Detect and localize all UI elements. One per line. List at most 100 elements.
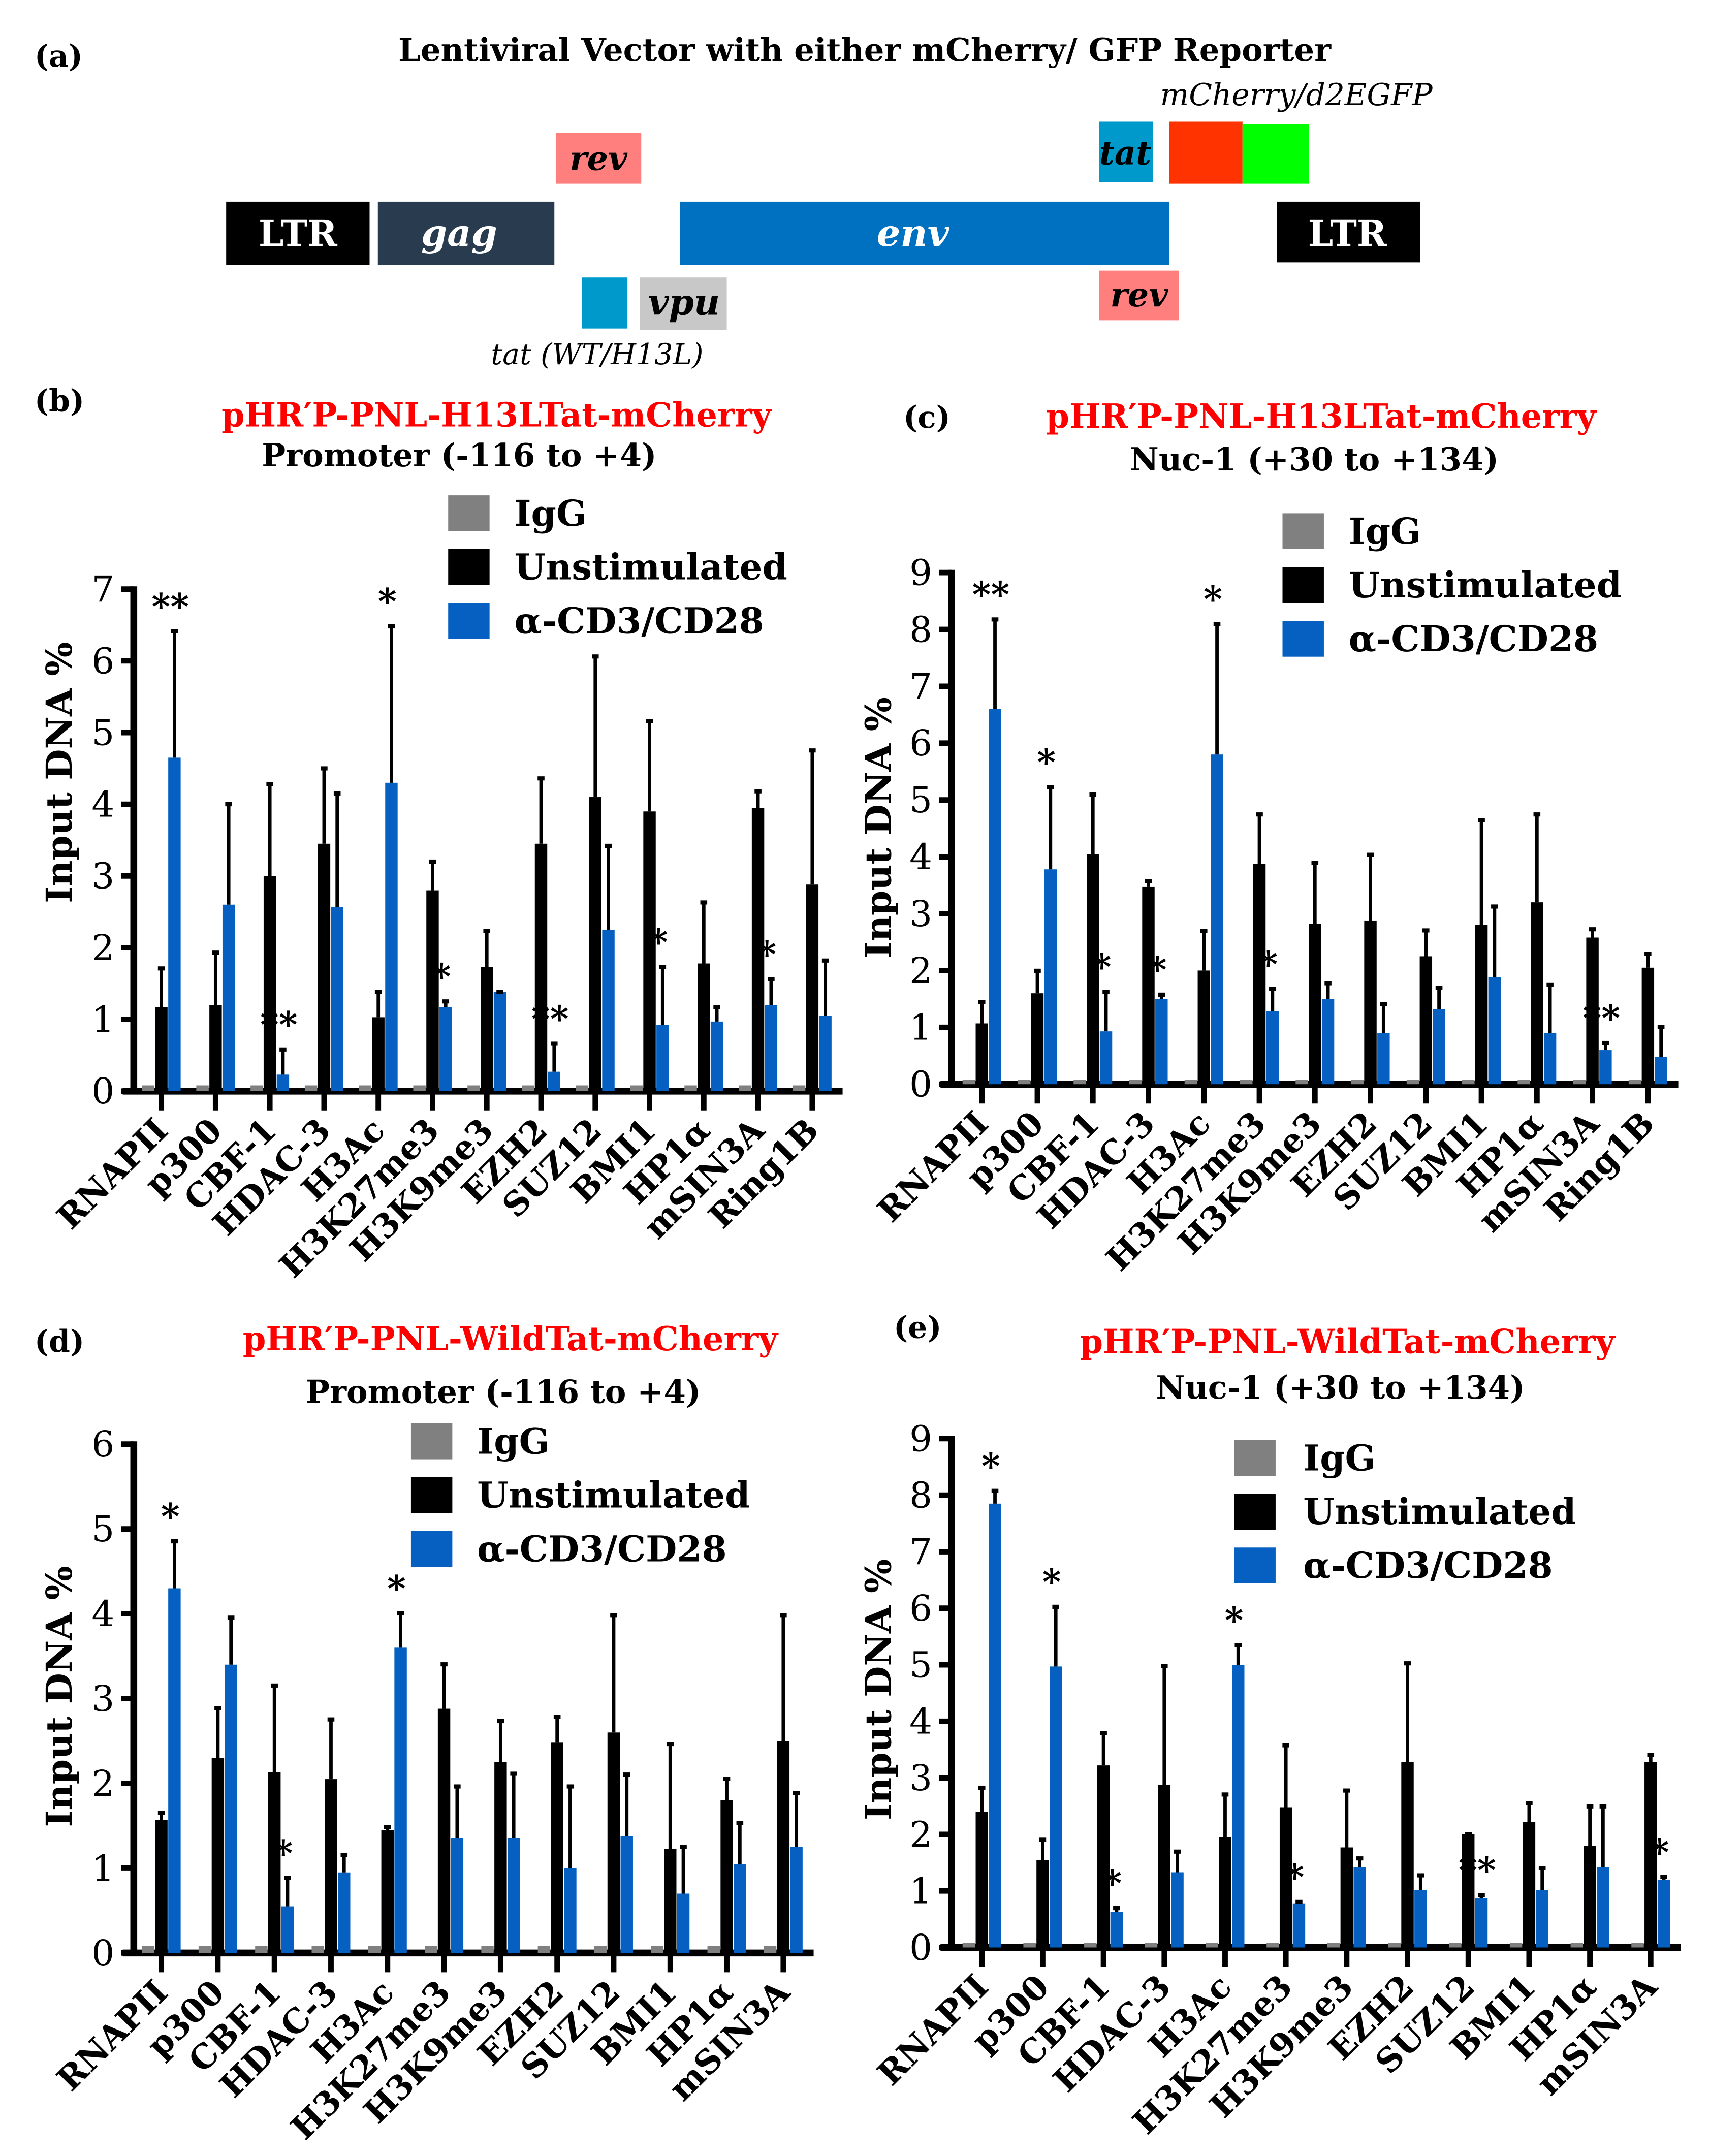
y-tick-label: 9 <box>909 1417 932 1460</box>
bar-unstimulated <box>1462 1834 1475 1948</box>
bar-unstimulated <box>1586 937 1599 1085</box>
rev-top-block <box>555 133 642 184</box>
bar--cd3-cd28 <box>1377 1033 1390 1085</box>
y-tick-label: 4 <box>909 1700 932 1742</box>
bar-unstimulated <box>426 890 439 1091</box>
significance-marker: ** <box>1582 997 1620 1039</box>
gag-block <box>377 201 555 265</box>
bar-igg <box>793 1085 806 1091</box>
bar-unstimulated <box>263 876 276 1091</box>
reporter-label: mCherry/d2EGFP <box>1160 78 1434 113</box>
bar-igg <box>764 1946 777 1953</box>
bar-unstimulated <box>155 1820 168 1953</box>
bar--cd3-cd28 <box>493 992 506 1091</box>
bar-igg <box>1570 1943 1584 1948</box>
bar--cd3-cd28 <box>1543 1033 1557 1085</box>
bar-unstimulated <box>1419 956 1433 1085</box>
bar--cd3-cd28 <box>507 1838 520 1953</box>
bar-unstimulated <box>607 1732 620 1953</box>
bar--cd3-cd28 <box>1110 1912 1123 1948</box>
bar-igg <box>142 1946 155 1953</box>
y-tick-label: 0 <box>909 1926 932 1969</box>
legend-label: α-CD3/CD28 <box>477 1528 726 1570</box>
bar-igg <box>1266 1943 1279 1948</box>
y-axis-label: Input DNA % <box>38 642 80 903</box>
y-tick-label: 8 <box>909 608 932 650</box>
significance-marker: ** <box>531 998 569 1040</box>
bar-igg <box>359 1085 372 1091</box>
y-tick-label: 2 <box>91 1762 114 1804</box>
bar-igg <box>413 1085 426 1091</box>
bar-unstimulated <box>1523 1822 1536 1948</box>
bar-igg <box>467 1085 480 1091</box>
legend-label: Unstimulated <box>515 546 787 588</box>
y-tick-label: 7 <box>909 1531 932 1573</box>
bar--cd3-cd28 <box>276 1074 290 1091</box>
y-tick-label: 2 <box>909 949 932 992</box>
bar-igg <box>739 1085 751 1091</box>
bar-unstimulated <box>1219 1837 1231 1948</box>
bar-unstimulated <box>1197 970 1210 1085</box>
significance-marker: ** <box>151 585 189 627</box>
y-tick-label: 6 <box>909 722 932 764</box>
bar--cd3-cd28 <box>1049 1666 1062 1948</box>
bar--cd3-cd28 <box>765 1005 778 1091</box>
bar-igg <box>1206 1943 1218 1948</box>
legend-label: IgG <box>515 492 587 534</box>
bar--cd3-cd28 <box>819 1016 832 1091</box>
chart-subtitle: Promoter (-116 to +4) <box>306 1373 701 1410</box>
legend-swatch-0 <box>410 1423 453 1460</box>
y-tick-label: 7 <box>91 568 114 610</box>
bar-unstimulated <box>381 1830 394 1953</box>
bar-igg <box>707 1946 720 1953</box>
bar-igg <box>1631 1943 1644 1948</box>
bar-igg <box>576 1085 589 1091</box>
panel-label: (e) <box>894 1310 941 1346</box>
bar-unstimulated <box>494 1762 507 1953</box>
legend-swatch-2 <box>448 603 490 639</box>
significance-marker: * <box>161 1496 180 1538</box>
y-axis-label: Input DNA % <box>38 1566 80 1827</box>
y-tick-label: 3 <box>91 855 114 897</box>
rev-top-label: rev <box>569 139 628 178</box>
tat-top-label: tat <box>1099 134 1151 173</box>
bar--cd3-cd28 <box>1536 1889 1548 1948</box>
bar-igg <box>142 1085 155 1091</box>
bar-unstimulated <box>209 1005 222 1091</box>
bar-unstimulated <box>1531 902 1543 1085</box>
y-tick-label: 1 <box>909 1870 932 1912</box>
panel-label: (c) <box>903 400 951 435</box>
legend-swatch-2 <box>1282 621 1324 657</box>
bar-igg <box>1509 1943 1523 1948</box>
bar-igg <box>1406 1080 1419 1085</box>
bar--cd3-cd28 <box>602 930 615 1091</box>
bar-unstimulated <box>1036 1859 1049 1948</box>
legend-swatch-0 <box>1282 513 1324 549</box>
ltr-left-block <box>226 201 370 265</box>
y-tick-label: 4 <box>91 783 114 826</box>
chart-subtitle: Nuc-1 (+30 to +134) <box>1130 440 1499 478</box>
significance-marker: * <box>1092 946 1111 988</box>
bar--cd3-cd28 <box>281 1906 294 1953</box>
bar-igg <box>198 1946 211 1953</box>
y-tick-label: 5 <box>909 1643 932 1686</box>
bar-igg <box>1023 1943 1036 1948</box>
legend-label: α-CD3/CD28 <box>515 600 764 642</box>
bar-igg <box>1462 1080 1475 1085</box>
legend-swatch-1 <box>1282 567 1324 603</box>
bar-unstimulated <box>1644 1762 1657 1948</box>
bar-igg <box>684 1085 697 1091</box>
y-tick-label: 1 <box>91 998 114 1040</box>
bar--cd3-cd28 <box>989 1503 1001 1948</box>
significance-marker: * <box>1037 741 1056 783</box>
bar-unstimulated <box>1158 1784 1171 1948</box>
bar--cd3-cd28 <box>1657 1879 1670 1948</box>
legend-label: α-CD3/CD28 <box>1349 618 1598 660</box>
bar-unstimulated <box>975 1023 988 1085</box>
legend-label: IgG <box>477 1420 550 1463</box>
tat-top-block <box>1099 121 1153 182</box>
significance-marker: * <box>432 956 451 998</box>
bar--cd3-cd28 <box>1292 1903 1306 1948</box>
bar-igg <box>1145 1943 1158 1948</box>
